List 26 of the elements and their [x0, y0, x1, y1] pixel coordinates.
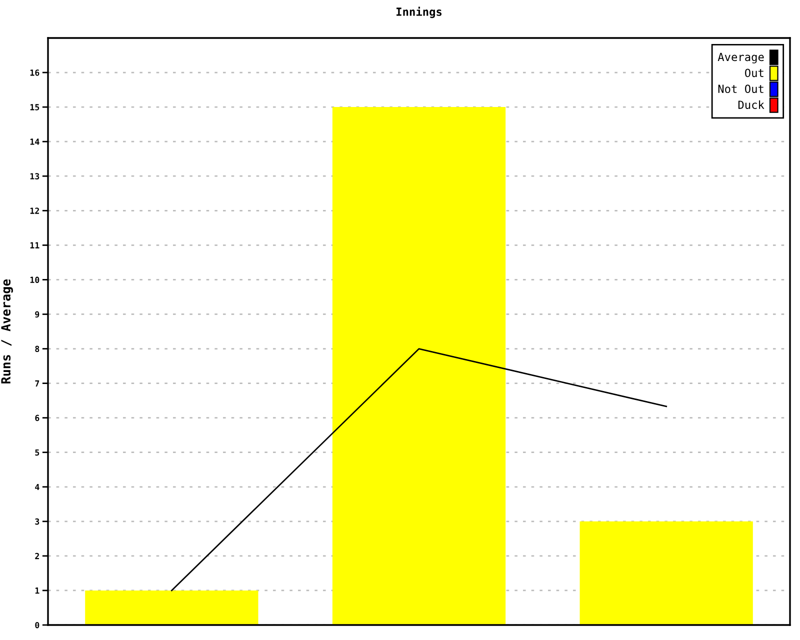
- y-tick-label: 1: [35, 588, 40, 594]
- y-axis-title: Runs / Average: [1, 279, 13, 384]
- y-tick-label: 9: [35, 311, 40, 318]
- legend-label: Duck: [738, 100, 764, 109]
- y-tick-label: 6: [35, 414, 40, 422]
- y-tick-label: 3: [35, 518, 40, 525]
- chart-title: Innings: [396, 6, 442, 18]
- y-tick-label: 11: [30, 242, 40, 248]
- y-tick-label: 10: [30, 276, 40, 283]
- bar: [85, 590, 258, 625]
- legend-label: Average: [718, 52, 764, 64]
- bar: [580, 521, 753, 625]
- y-tick-label: 12: [30, 208, 39, 214]
- y-tick-label: 13: [30, 173, 40, 180]
- y-tick-label: 15: [30, 104, 40, 110]
- y-tick-label: 14: [30, 138, 40, 145]
- y-tick-label: 5: [35, 449, 40, 456]
- y-tick-label: 4: [35, 484, 40, 490]
- y-tick-label: 16: [30, 70, 40, 76]
- legend-label: Not Out: [718, 84, 764, 94]
- y-tick-label: 7: [35, 380, 40, 386]
- y-tick-label: 8: [35, 346, 40, 352]
- y-tick-label: 2: [35, 552, 39, 560]
- bar: [332, 107, 506, 625]
- y-tick-label: 0: [35, 622, 40, 628]
- legend-label: Out: [745, 68, 764, 78]
